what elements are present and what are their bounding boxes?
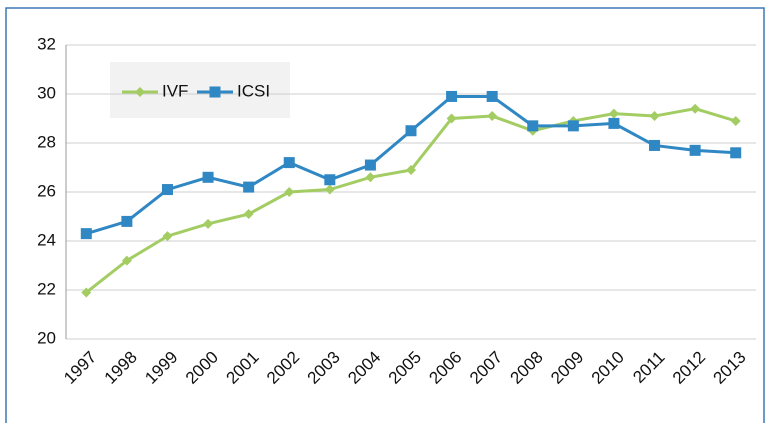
y-tick-label: 20 — [37, 328, 56, 347]
x-tick-label: 2010 — [588, 348, 628, 388]
legend-label: IVF — [162, 81, 188, 100]
point — [324, 174, 336, 186]
x-tick-label: 2003 — [304, 348, 344, 388]
legend-label: ICSI — [237, 81, 270, 100]
point — [527, 120, 539, 132]
point — [283, 157, 295, 169]
x-tick-label: 1997 — [60, 348, 100, 388]
y-tick-label: 24 — [37, 230, 56, 249]
x-tick-label: 2009 — [547, 348, 587, 388]
point — [730, 115, 741, 126]
point — [80, 228, 92, 240]
point — [121, 215, 133, 227]
y-tick-label: 26 — [37, 181, 56, 200]
point — [162, 231, 173, 242]
point — [81, 287, 92, 298]
point — [608, 108, 619, 119]
point — [121, 255, 132, 266]
point — [364, 159, 376, 171]
point — [649, 139, 661, 151]
y-tick-label: 22 — [37, 279, 56, 298]
x-tick-label: 2000 — [182, 348, 222, 388]
point — [649, 111, 660, 122]
x-tick-label: 2013 — [710, 348, 750, 388]
point — [608, 117, 620, 129]
point — [365, 172, 376, 183]
point — [690, 103, 701, 114]
x-tick-label: 2005 — [385, 348, 425, 388]
point — [446, 113, 457, 124]
point — [730, 147, 742, 159]
point — [202, 171, 214, 183]
point — [161, 184, 173, 196]
point — [405, 125, 417, 137]
point — [203, 218, 214, 229]
y-tick-label: 30 — [37, 83, 56, 102]
point — [243, 181, 255, 193]
x-tick-label: 2002 — [263, 348, 303, 388]
point — [487, 111, 498, 122]
frame — [5, 7, 765, 423]
x-tick-label: 1998 — [101, 348, 141, 388]
x-tick-label: 2008 — [507, 348, 547, 388]
point — [689, 144, 701, 156]
legend-marker — [135, 87, 145, 97]
y-tick-label: 32 — [37, 34, 56, 53]
point — [243, 209, 254, 220]
legend-marker — [209, 86, 221, 98]
x-tick-label: 2012 — [669, 348, 709, 388]
x-tick-label: 2006 — [425, 348, 465, 388]
x-tick-label: 2007 — [466, 348, 506, 388]
point — [284, 187, 295, 197]
y-tick-label: 28 — [37, 132, 56, 151]
point — [567, 120, 579, 132]
x-tick-label: 1999 — [141, 348, 181, 388]
point — [486, 90, 498, 102]
x-tick-label: 2001 — [222, 348, 262, 388]
point — [446, 90, 458, 102]
x-tick-label: 2011 — [629, 348, 668, 387]
x-tick-label: 2004 — [344, 348, 384, 388]
point — [406, 164, 416, 175]
point — [324, 184, 335, 195]
